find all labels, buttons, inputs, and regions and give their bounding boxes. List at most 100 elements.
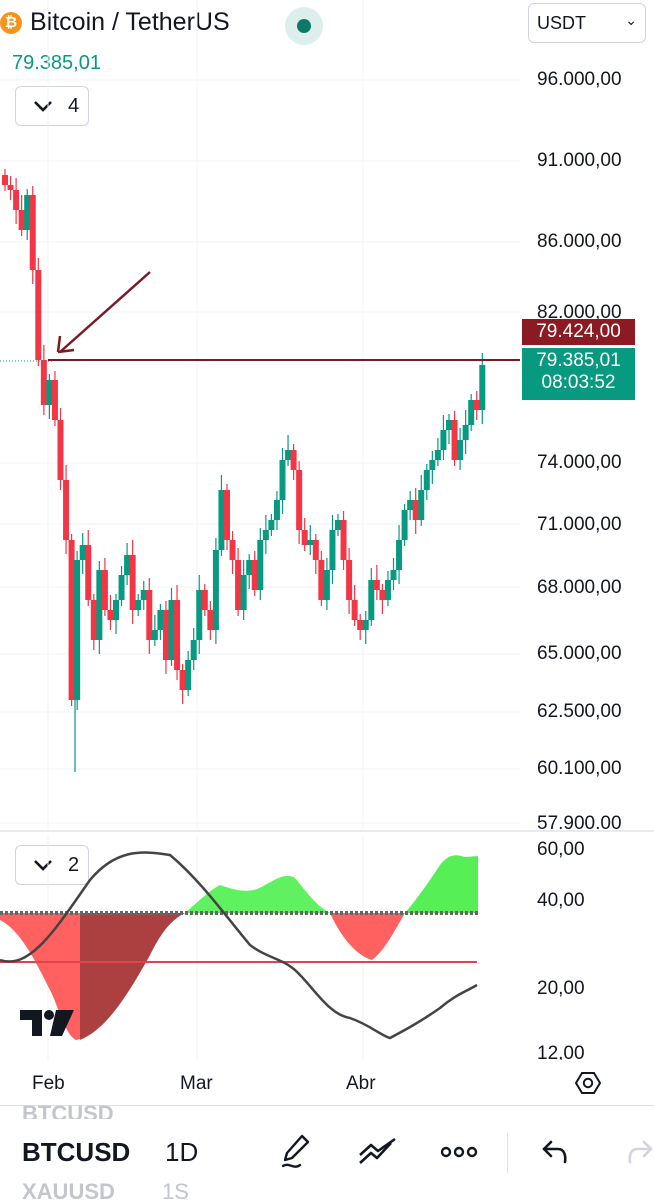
candle-body <box>301 530 308 545</box>
candle-body <box>29 195 36 270</box>
candle-body <box>373 580 380 590</box>
time-axis-label: Feb <box>32 1073 65 1094</box>
candle-body <box>251 560 258 590</box>
price-chart[interactable] <box>0 0 654 1100</box>
bar-countdown: 08:03:52 <box>541 372 616 393</box>
candle-body <box>107 610 114 620</box>
candle-body <box>362 620 369 630</box>
candle-body <box>384 580 391 600</box>
redo-icon <box>628 1140 653 1164</box>
price-axis-label: 74.000,00 <box>537 452 622 473</box>
candle-body <box>440 430 447 450</box>
market-open-dot-icon <box>297 19 311 33</box>
candle-body <box>407 500 414 510</box>
pane-collapse-button[interactable]: 2 <box>15 845 89 885</box>
pencil-draw-icon[interactable] <box>280 1132 314 1172</box>
trend-lines-icon[interactable] <box>357 1137 399 1169</box>
symbol-picker-current[interactable]: BTCUSD 1D <box>22 1137 222 1168</box>
candle-body <box>57 420 64 480</box>
candle-body <box>262 530 269 540</box>
candle-body <box>162 610 169 660</box>
candle-body <box>179 670 186 690</box>
price-axis-label: 86.000,00 <box>537 231 622 252</box>
candle-body <box>101 570 108 610</box>
price-axis-label: 62.500,00 <box>537 701 622 722</box>
candle-body <box>168 600 175 660</box>
indicator-count: 4 <box>68 95 80 117</box>
candle-body <box>396 540 403 570</box>
price-axis-label: 57.900,00 <box>537 813 622 829</box>
market-status-button[interactable] <box>285 7 323 45</box>
candle-body <box>201 590 208 610</box>
price-axis-label: 71.000,00 <box>537 514 622 535</box>
candle-body <box>35 270 42 360</box>
alert-price-tag[interactable]: 79.424,00 <box>522 319 635 345</box>
candle-body <box>118 575 125 600</box>
symbol-name: BTCUSD <box>22 1101 114 1119</box>
candle-body <box>240 575 247 610</box>
price-axis-label: 82.000,00 <box>537 302 622 323</box>
candle-body <box>185 660 192 690</box>
candle-body <box>146 590 153 640</box>
candle-body <box>140 590 147 600</box>
indicators-collapse-button[interactable]: 4 <box>15 86 89 126</box>
candle-body <box>63 480 70 540</box>
bitcoin-logo-icon: ₿ <box>0 12 22 34</box>
candle-body <box>329 530 336 570</box>
more-icon[interactable] <box>440 1142 478 1162</box>
candle-body <box>335 520 341 530</box>
candle-body <box>412 500 419 520</box>
candle-body <box>2 175 8 185</box>
symbol-interval: 1D <box>165 1137 199 1167</box>
symbol-name: XAUUSD <box>22 1179 115 1200</box>
time-axis-label: Mar <box>180 1073 213 1094</box>
histogram-positive <box>185 875 330 913</box>
symbol-name: BTCUSD <box>22 1137 131 1167</box>
annotation-arrowhead <box>56 335 75 354</box>
undo-icon[interactable] <box>541 1138 571 1166</box>
candle-body <box>68 540 75 700</box>
symbol-interval: 1S <box>162 1179 189 1200</box>
candle-body <box>423 470 430 490</box>
candle-body <box>235 560 242 610</box>
candle-body <box>340 520 347 560</box>
candle-body <box>190 640 197 660</box>
symbol-picker-prev[interactable]: BTCUSD 4h <box>22 1101 114 1119</box>
candle-body <box>157 610 164 630</box>
candle-body <box>473 400 480 410</box>
candle-body <box>85 545 92 600</box>
candle-body <box>318 560 325 600</box>
symbol-picker-next[interactable]: XAUUSD 1S <box>22 1179 222 1200</box>
current-price-tag: 79.385,01 08:03:52 <box>522 348 635 400</box>
candle-body <box>7 185 14 190</box>
candle-body <box>113 600 119 620</box>
candle-body <box>434 450 441 460</box>
last-price: 79.385,01 <box>12 52 101 74</box>
candle-body <box>90 600 97 640</box>
chart-header: ₿ Bitcoin / TetherUS 79.385,01 USDT ⌄ <box>0 0 654 90</box>
indicator-count: 2 <box>68 854 80 876</box>
candle-body <box>224 490 230 540</box>
candle-body <box>346 560 353 600</box>
candle-body <box>151 630 158 640</box>
price-axis-label: 96.000,00 <box>537 69 622 90</box>
candle-body <box>46 380 53 405</box>
candle-body <box>273 500 280 520</box>
candle-body <box>479 365 486 410</box>
candle-body <box>446 420 452 430</box>
candle-body <box>357 620 364 630</box>
candle-body <box>279 460 286 500</box>
oscillator-line <box>0 851 478 1040</box>
candle-body <box>129 555 136 610</box>
candle-body <box>218 490 225 550</box>
price-axis-label: 68.000,00 <box>537 577 622 598</box>
histogram-negative <box>330 913 405 960</box>
candle-body <box>457 440 464 460</box>
currency-select[interactable]: USDT ⌄ <box>528 3 646 43</box>
candle-body <box>74 560 81 700</box>
symbol-title[interactable]: Bitcoin / TetherUS <box>30 8 230 36</box>
candle-body <box>296 470 303 530</box>
indicator-axis-label: 40,00 <box>537 890 585 911</box>
chart-settings-icon[interactable] <box>575 1070 601 1096</box>
candle-body <box>390 570 397 580</box>
